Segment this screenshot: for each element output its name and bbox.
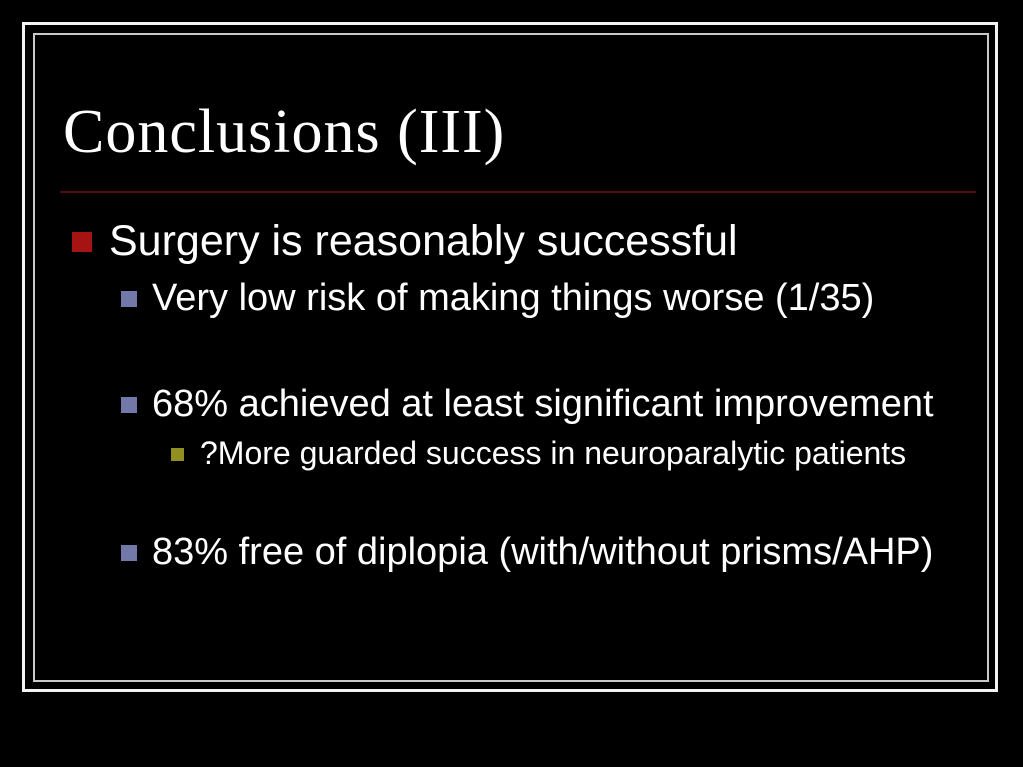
bullet-text: 68% achieved at least significant improv… (152, 382, 934, 425)
bullet-item-level2: 83% free of diplopia (with/without prism… (121, 529, 933, 575)
slide-title: Conclusions (III) (63, 98, 506, 166)
bullet-text: Surgery is reasonably successful (109, 216, 738, 265)
title-underline (60, 191, 976, 193)
bullet-text: 83% free of diplopia (with/without prism… (152, 530, 934, 573)
slide-inner-frame (33, 33, 989, 682)
slide-outer-frame (22, 22, 998, 692)
bullet-square-icon (121, 397, 137, 413)
bullet-text: ?More guarded success in neuroparalytic … (200, 434, 907, 471)
bullet-item-level3: ?More guarded success in neuroparalytic … (171, 432, 906, 474)
bullet-item-level2: 68% achieved at least significant improv… (121, 381, 934, 427)
bullet-text: Very low risk of making things worse (1/… (152, 276, 875, 319)
bullet-square-icon (171, 447, 184, 461)
bullet-square-icon (72, 232, 92, 252)
bullet-square-icon (121, 545, 137, 561)
bullet-item-level2: Very low risk of making things worse (1/… (121, 275, 874, 321)
bullet-item-level1: Surgery is reasonably successful (72, 216, 738, 266)
bullet-square-icon (121, 291, 137, 307)
